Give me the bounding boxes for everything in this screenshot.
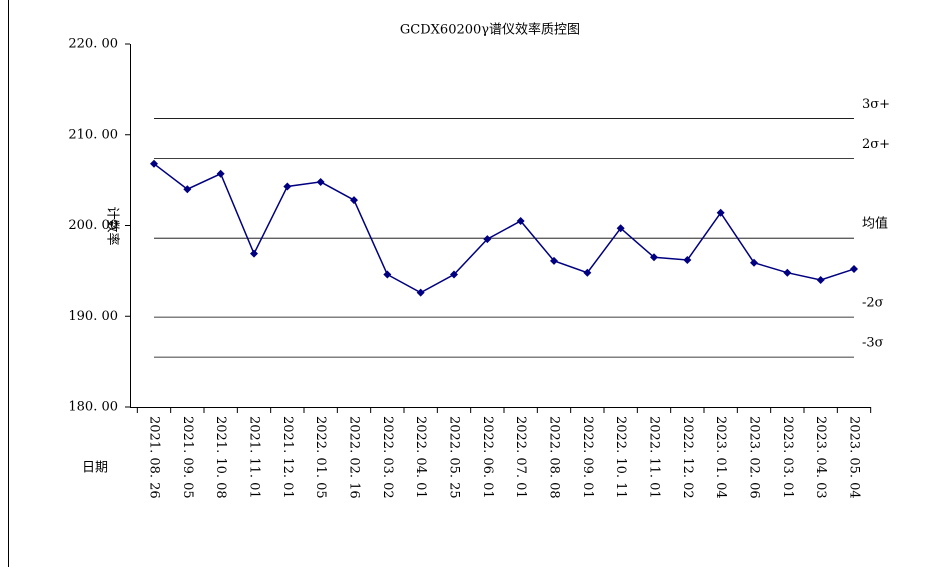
x-tick-label: 2023. 01. 04 xyxy=(713,416,728,499)
control-line-label: 均值 xyxy=(862,216,888,232)
marker xyxy=(816,275,825,284)
marker xyxy=(750,258,758,267)
chart-title: GCDX60200γ谱仪效率质控图 xyxy=(400,22,580,38)
x-tick-label: 2022. 09. 01 xyxy=(580,416,595,499)
x-tick-label: 2021. 09. 05 xyxy=(180,416,195,499)
x-tick-label: 2022. 06. 01 xyxy=(480,416,495,499)
series-line xyxy=(153,163,855,294)
x-tick-label: 2022. 05. 25 xyxy=(447,416,462,499)
control-line-label: -2σ xyxy=(862,296,884,311)
control-line-label: 2σ+ xyxy=(862,137,890,152)
marker xyxy=(383,270,392,279)
marker xyxy=(250,249,258,258)
x-tick-label: 2022. 01. 05 xyxy=(313,416,328,499)
x-tick-label: 2022. 03. 02 xyxy=(380,416,395,499)
y-tick-label: 220. 00 xyxy=(68,37,118,52)
x-tick-label: 2023. 04. 03 xyxy=(813,416,828,499)
marker xyxy=(550,256,558,265)
y-tick-label: 190. 00 xyxy=(68,309,118,324)
marker xyxy=(716,208,725,217)
x-tick-label: 2021. 12. 01 xyxy=(280,416,295,499)
control-line-label: 3σ+ xyxy=(862,97,890,112)
marker xyxy=(283,182,292,191)
x-tick-label: 2021. 10. 08 xyxy=(213,416,228,499)
marker xyxy=(316,177,325,186)
marker xyxy=(616,224,625,233)
marker xyxy=(150,159,158,168)
marker xyxy=(850,265,858,274)
marker xyxy=(350,196,358,205)
control-line-label: -3σ xyxy=(862,336,884,351)
marker xyxy=(783,268,792,277)
marker xyxy=(650,253,658,262)
x-tick-label: 2022. 02. 16 xyxy=(347,416,362,499)
marker xyxy=(216,169,225,178)
marker xyxy=(683,255,692,264)
x-tick-label: 2023. 05. 04 xyxy=(847,416,862,499)
x-tick-label: 2021. 08. 26 xyxy=(147,416,162,499)
marker xyxy=(516,216,525,225)
x-axis-label: 日期 xyxy=(82,461,108,476)
marker xyxy=(483,235,492,244)
x-tick-label: 2022. 07. 01 xyxy=(513,416,528,499)
y-tick-label: 210. 00 xyxy=(68,127,118,142)
marker xyxy=(183,185,192,194)
y-tick-label: 180. 00 xyxy=(68,400,118,415)
x-tick-label: 2022. 10. 11 xyxy=(613,416,628,499)
x-tick-label: 2022. 12. 02 xyxy=(680,416,695,499)
y-axis-label: 计数率 xyxy=(105,206,121,245)
x-tick-label: 2023. 03. 01 xyxy=(780,416,795,499)
x-tick-label: 2022. 08. 08 xyxy=(547,416,562,499)
marker xyxy=(583,268,592,277)
x-tick-label: 2022. 11. 01 xyxy=(647,416,662,499)
y-tick-label: 200. 00 xyxy=(68,218,118,233)
x-tick-label: 2023. 02. 06 xyxy=(747,416,762,499)
x-tick-label: 2021. 11. 01 xyxy=(247,416,262,499)
marker xyxy=(450,270,458,279)
marker xyxy=(416,288,425,297)
x-tick-label: 2022. 04. 01 xyxy=(413,416,428,499)
